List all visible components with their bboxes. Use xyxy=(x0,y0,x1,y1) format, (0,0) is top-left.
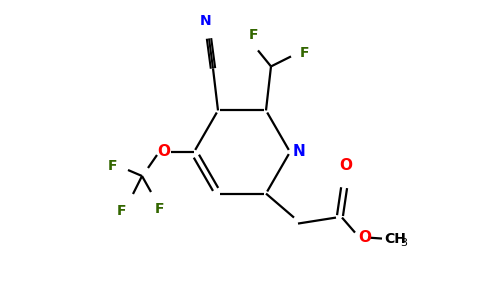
Text: F: F xyxy=(107,159,117,173)
Text: F: F xyxy=(300,46,309,60)
Text: F: F xyxy=(248,28,258,42)
Text: F: F xyxy=(155,202,165,216)
Text: F: F xyxy=(117,204,126,218)
Text: O: O xyxy=(358,230,371,245)
Text: N: N xyxy=(293,145,306,160)
Text: O: O xyxy=(339,158,352,172)
Text: N: N xyxy=(200,14,212,28)
Text: CH: CH xyxy=(384,232,406,246)
Text: 3: 3 xyxy=(400,238,407,248)
Text: O: O xyxy=(157,145,170,160)
